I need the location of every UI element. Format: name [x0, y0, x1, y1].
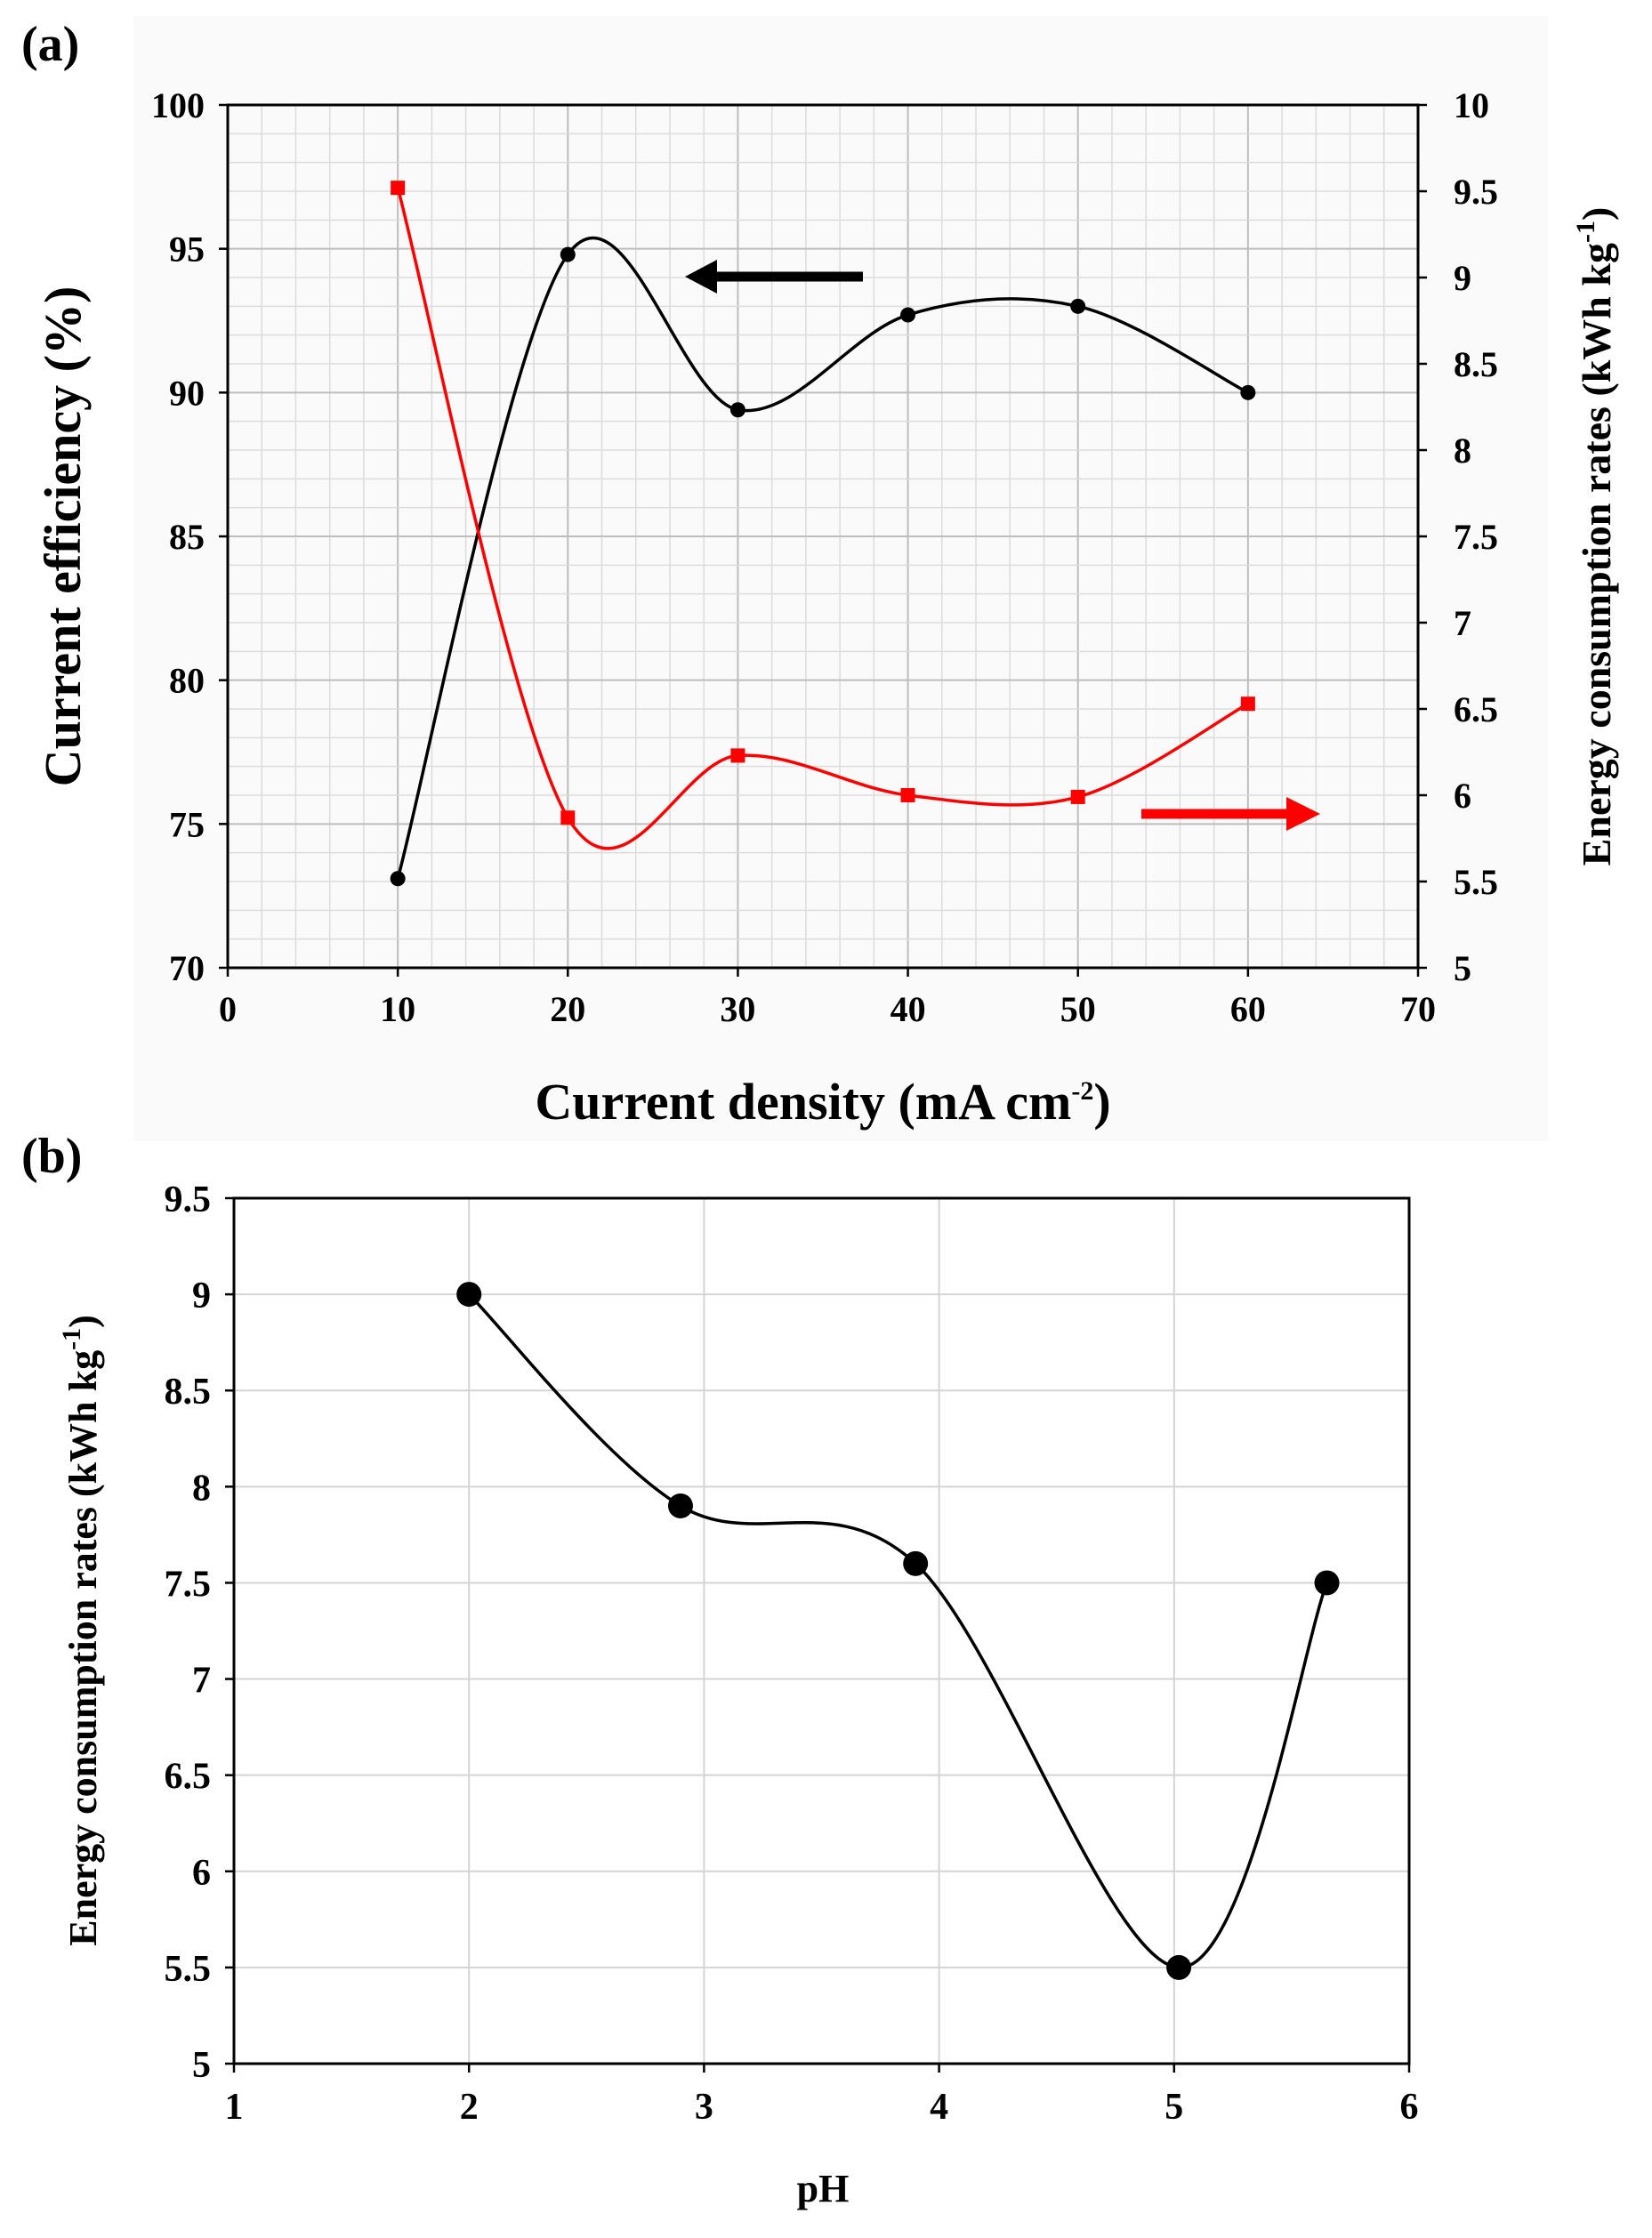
panel-a-y2-tick-label: 6	[1454, 776, 1471, 816]
panel-a-y-tick-label: 70	[169, 948, 205, 988]
panel-b-x-axis-title: pH	[797, 2167, 850, 2210]
panel-a-x-tick-label: 0	[219, 989, 237, 1029]
panel-b-y-tick-label: 5	[192, 2045, 211, 2086]
panel-a-y2-ticks: 5 5.5 6 6.5 7 7.5 8 8.5 9 9.5 10	[1418, 85, 1498, 988]
panel-a-series-1-point	[1240, 696, 1255, 712]
panel-b-x-tick-label: 4	[930, 2087, 948, 2128]
panel-a-y2-tick-label: 10	[1454, 85, 1489, 125]
panel-a-y2-tick-label: 5.5	[1454, 862, 1498, 902]
panel-b-x-tick-label: 2	[460, 2087, 479, 2128]
panel-b-series	[456, 1282, 1340, 1980]
panel-a-x-tick-label: 30	[720, 989, 755, 1029]
panel-b-y-tick-label: 7.5	[165, 1564, 212, 1605]
panel-b-x-tick-label: 5	[1164, 2087, 1183, 2128]
panel-b-y-tick-label: 6.5	[165, 1757, 212, 1798]
panel-a-series-0-point	[1070, 298, 1086, 314]
panel-b-label: (b)	[21, 1129, 82, 1184]
panel-a-series	[390, 181, 1256, 887]
panel-b-x-tick-label: 3	[695, 2087, 713, 2128]
panel-a-x-axis-title: Current density (mA cm-2)	[535, 1073, 1110, 1131]
panel-a-y-axis-title: Current efficiency (%)	[34, 286, 92, 787]
panel-a-series-0-point	[729, 402, 745, 418]
panel-b-y-ticks: 5 5.5 6 6.5 7 7.5 8 8.5 9 9.5	[165, 1179, 234, 2086]
panel-a-y-tick-label: 95	[169, 229, 205, 270]
panel-a-y2-tick-label: 8.5	[1454, 344, 1498, 384]
panel-b-y-tick-label: 8	[192, 1468, 211, 1509]
left-axis-arrow	[685, 260, 863, 294]
panel-b-x-tick-label: 1	[225, 2087, 244, 2128]
panel-a-x-ticks: 0 10 20 30 40 50 60 70	[219, 968, 1436, 1029]
panel-b-series-line	[467, 1292, 1329, 1969]
panel-a-y2-tick-label: 7.5	[1454, 517, 1498, 557]
panel-a-x-tick-label: 20	[550, 989, 585, 1029]
panel-b-data-point	[456, 1282, 482, 1308]
panel-a-y2-tick-label: 9.5	[1454, 172, 1498, 212]
panel-b-x-ticks: 1 2 3 4 5 6	[225, 2064, 1419, 2128]
panel-b-data-point	[903, 1550, 929, 1576]
panel-a-background	[133, 16, 1548, 1141]
panel-a: (a) 0 10 20 30 40 50 60 70 70 75 80 85 90 95 100 5 5.5…	[21, 16, 1619, 1141]
panel-b-y-tick-label: 5.5	[165, 1949, 212, 1990]
panel-b-y-tick-label: 8.5	[165, 1372, 212, 1413]
panel-a-x-tick-label: 40	[890, 989, 926, 1029]
panel-a-series-1-point	[391, 181, 406, 196]
panel-a-series-1-point	[900, 788, 915, 802]
panel-b-data-point	[1166, 1954, 1192, 1980]
panel-a-x-tick-label: 60	[1230, 989, 1266, 1029]
panel-a-y2-tick-label: 8	[1454, 431, 1471, 471]
panel-a-y-tick-label: 75	[169, 804, 205, 844]
panel-a-y-tick-label: 85	[169, 517, 205, 557]
panel-a-x-tick-label: 70	[1400, 989, 1436, 1029]
panel-b: (b) 1 2 3 4 5 6 5 5.5 6 6.5 7 7.5 8 8.5 9 9.5 pH Energ…	[21, 1129, 1419, 2210]
panel-a-y2-axis-title: Energy consumption rates (kWh kg-1)	[1571, 207, 1619, 866]
panel-a-y2-tick-label: 5	[1454, 948, 1471, 988]
panel-a-label: (a)	[21, 17, 79, 72]
panel-b-y-tick-label: 7	[192, 1661, 211, 1702]
panel-a-x-tick-label: 10	[380, 989, 415, 1029]
panel-a-y-tick-label: 80	[169, 661, 205, 701]
panel-a-y2-tick-label: 9	[1454, 258, 1471, 298]
panel-a-series-0-point	[1240, 384, 1256, 400]
panel-a-y-tick-label: 100	[151, 85, 205, 125]
panel-b-y-tick-label: 6	[192, 1853, 211, 1894]
panel-a-y-tick-label: 90	[169, 373, 205, 413]
panel-a-series-0-point	[560, 246, 576, 262]
panel-b-plot-frame	[232, 1196, 1411, 2065]
panel-a-x-tick-label: 50	[1060, 989, 1096, 1029]
panel-b-y-tick-label: 9	[192, 1276, 211, 1316]
panel-a-y-ticks: 70 75 80 85 90 95 100	[151, 85, 228, 988]
panel-a-series-1-point	[730, 748, 745, 763]
panel-b-data-point	[667, 1493, 693, 1518]
panel-a-series-0-point	[390, 871, 406, 887]
panel-b-data-point	[1314, 1570, 1340, 1596]
panel-b-y-tick-label: 9.5	[165, 1179, 212, 1220]
panel-a-y2-tick-label: 6.5	[1454, 689, 1498, 729]
panel-a-series-1-point	[560, 810, 576, 825]
panel-a-series-1-point	[1070, 789, 1085, 804]
panel-a-series-0-point	[900, 307, 916, 323]
panel-b-x-tick-label: 6	[1400, 2087, 1419, 2128]
right-axis-arrow	[1141, 797, 1320, 831]
panel-a-y2-tick-label: 7	[1454, 603, 1471, 643]
panel-b-y-axis-title: Energy consumption rates (kWh kg-1)	[57, 1315, 105, 1946]
